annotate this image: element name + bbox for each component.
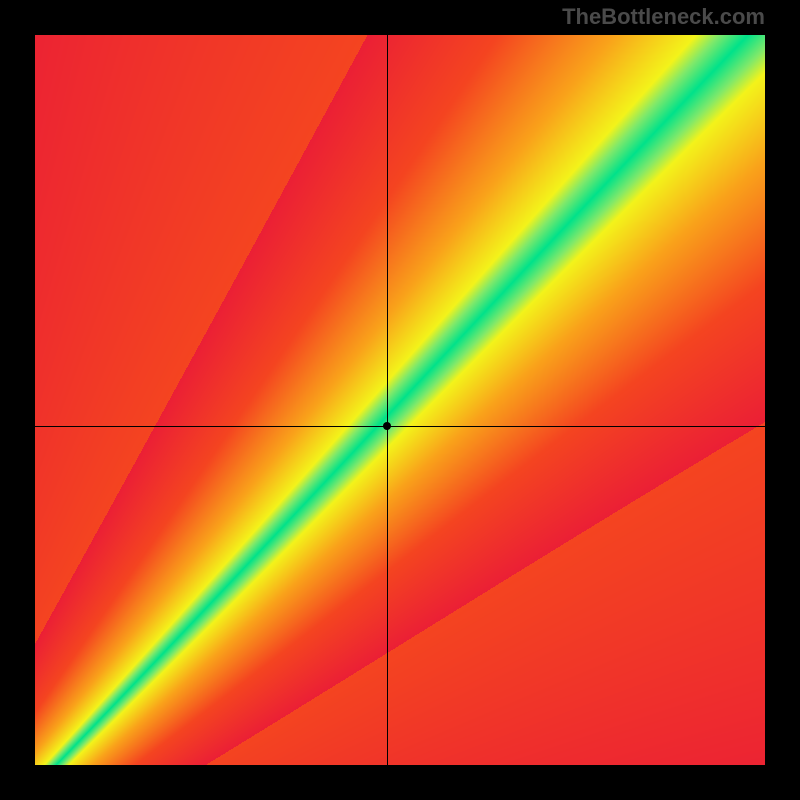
crosshair-vertical [387, 35, 388, 765]
crosshair-marker [383, 422, 391, 430]
heatmap-plot [35, 35, 765, 765]
crosshair-horizontal [35, 426, 765, 427]
watermark-text: TheBottleneck.com [562, 4, 765, 30]
chart-frame: TheBottleneck.com [0, 0, 800, 800]
heatmap-canvas [35, 35, 765, 765]
